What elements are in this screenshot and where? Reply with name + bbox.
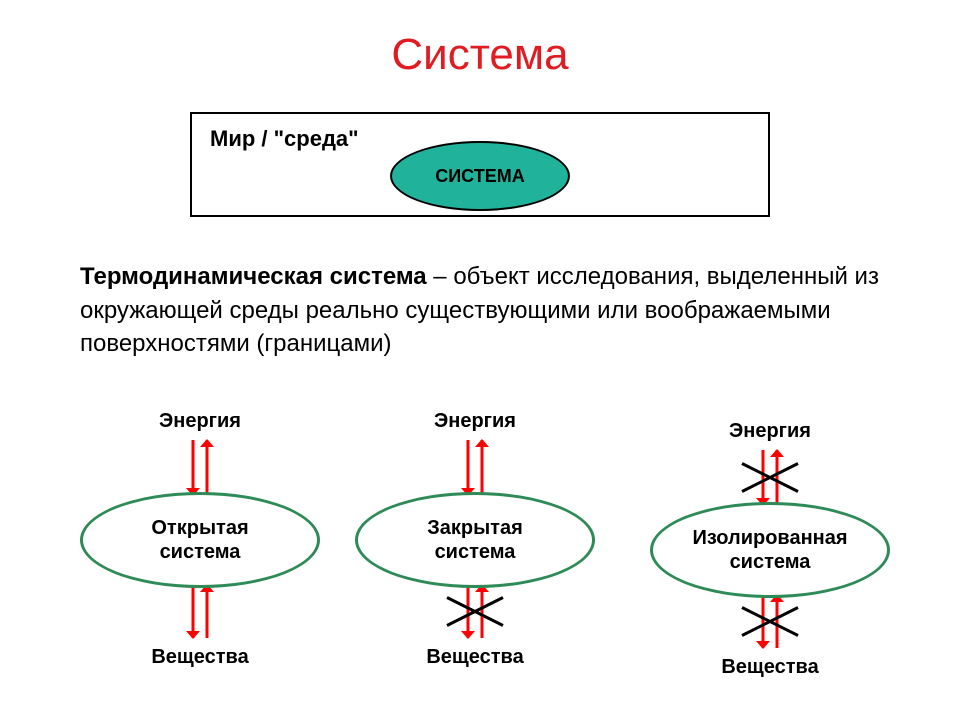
page-title: Система: [0, 0, 960, 80]
energy-label: Энергия: [70, 410, 330, 433]
matter-label: Вещества: [70, 646, 330, 669]
system-type-ellipse: Открытаясистема: [80, 492, 320, 588]
definition-bold: Термодинамическая система: [80, 263, 427, 290]
environment-label: Мир / "среда": [210, 126, 359, 152]
system-ellipse: СИСТЕМА: [390, 141, 570, 211]
system-diagram: Открытаясистема Энергия Вещества: [70, 410, 330, 670]
system-diagram: Изолированнаясистема Энергия Вещества: [640, 420, 900, 680]
matter-label: Вещества: [640, 656, 900, 679]
system-name: Открытаясистема: [151, 516, 248, 564]
system-name: Изолированнаясистема: [692, 526, 847, 574]
matter-label: Вещества: [345, 646, 605, 669]
system-type-ellipse: Изолированнаясистема: [650, 502, 890, 598]
system-diagram: Закрытаясистема Энергия Вещества: [345, 410, 605, 670]
system-name: Закрытаясистема: [427, 516, 523, 564]
system-type-ellipse: Закрытаясистема: [355, 492, 595, 588]
system-ellipse-label: СИСТЕМА: [435, 166, 524, 187]
energy-label: Энергия: [345, 410, 605, 433]
definition-text: Термодинамическая система – объект иссле…: [80, 260, 880, 361]
energy-label: Энергия: [640, 420, 900, 443]
